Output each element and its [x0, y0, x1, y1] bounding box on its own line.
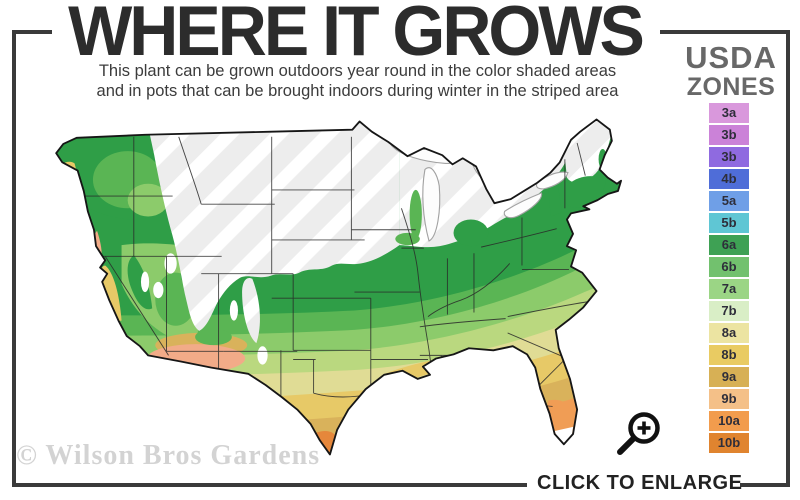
enlarge-control[interactable]: CLICK TO ENLARGE	[537, 407, 742, 495]
lake-michigan	[422, 167, 441, 242]
frame-border-left	[12, 30, 16, 487]
enlarge-label[interactable]: CLICK TO ENLARGE	[537, 472, 743, 494]
frame-border-top-left	[12, 30, 52, 34]
frame-border-right	[786, 30, 790, 487]
zone-chip-10b: 10b	[709, 433, 749, 453]
zone-chip-3b: 3b	[709, 125, 749, 145]
zone-chip-8a: 8a	[709, 323, 749, 343]
zone-chip-8b: 8b	[709, 345, 749, 365]
page-title: WHERE IT GROWS	[68, 0, 645, 71]
subtitle-line-2: and in pots that can be brought indoors …	[96, 82, 619, 100]
zone-chip-7b: 7b	[709, 301, 749, 321]
zone-chip-9b: 9b	[709, 389, 749, 409]
zone-chip-5a: 5a	[709, 191, 749, 211]
frame-border-top-right	[660, 30, 790, 34]
watermark: © Wilson Bros Gardens	[16, 440, 321, 471]
zone-chip-3b: 3b	[709, 147, 749, 167]
frame-border-bottom-right	[740, 483, 790, 487]
lake-ontario	[535, 171, 569, 190]
subtitle-line-1: This plant can be grown outdoors year ro…	[98, 62, 617, 80]
zone-chip-3a: 3a	[709, 103, 749, 123]
zone-chip-6a: 6a	[709, 235, 749, 255]
frame-border-bottom-left	[12, 483, 527, 487]
legend-title-usda: USDA	[685, 40, 777, 75]
legend-title-zones: ZONES	[686, 73, 776, 101]
lake-erie	[503, 192, 543, 219]
zone-chip-4b: 4b	[709, 169, 749, 189]
usda-zone-map[interactable]	[48, 110, 666, 468]
zone-chip-5b: 5b	[709, 213, 749, 233]
magnifier-plus-icon[interactable]	[611, 407, 669, 465]
zone-chip-9a: 9a	[709, 367, 749, 387]
zone-list: 3a 3b 3b 4b 5a 5b 6a 6b 7a 7b 8a 8b 9a 9b 10a 10b	[709, 103, 749, 455]
zone-chip-7a: 7a	[709, 279, 749, 299]
zone-chip-6b: 6b	[709, 257, 749, 277]
zone-chip-10a: 10a	[709, 411, 749, 431]
